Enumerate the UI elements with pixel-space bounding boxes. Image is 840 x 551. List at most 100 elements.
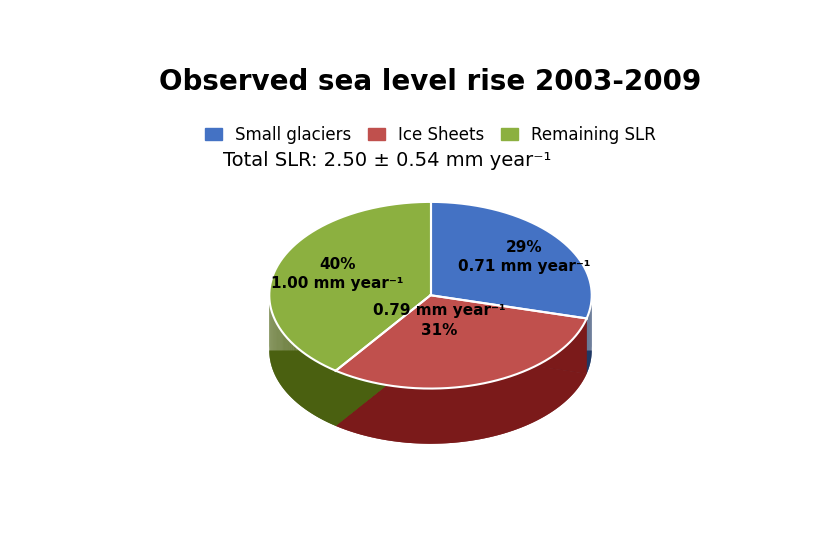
- Polygon shape: [414, 388, 415, 444]
- Polygon shape: [478, 384, 479, 440]
- Polygon shape: [270, 350, 431, 426]
- Polygon shape: [330, 369, 332, 424]
- Polygon shape: [436, 388, 438, 444]
- Polygon shape: [394, 386, 395, 441]
- Polygon shape: [321, 364, 322, 419]
- Polygon shape: [425, 388, 426, 444]
- Polygon shape: [498, 380, 499, 435]
- Polygon shape: [422, 388, 423, 444]
- Polygon shape: [468, 386, 469, 441]
- Polygon shape: [503, 379, 504, 434]
- Polygon shape: [318, 362, 319, 418]
- Polygon shape: [314, 360, 315, 415]
- Polygon shape: [408, 388, 409, 443]
- Polygon shape: [457, 387, 459, 442]
- Polygon shape: [489, 382, 490, 437]
- Polygon shape: [353, 377, 354, 433]
- Polygon shape: [339, 372, 340, 428]
- Polygon shape: [450, 388, 451, 443]
- Polygon shape: [490, 382, 491, 437]
- Polygon shape: [308, 356, 309, 412]
- Polygon shape: [431, 388, 432, 444]
- Polygon shape: [487, 382, 489, 437]
- Polygon shape: [404, 387, 405, 442]
- Polygon shape: [383, 385, 385, 440]
- Polygon shape: [470, 386, 471, 441]
- Polygon shape: [442, 388, 443, 444]
- Polygon shape: [385, 385, 386, 440]
- Polygon shape: [452, 388, 453, 443]
- Polygon shape: [389, 385, 390, 441]
- Polygon shape: [413, 388, 414, 443]
- Polygon shape: [522, 371, 523, 427]
- Polygon shape: [476, 385, 478, 440]
- Polygon shape: [499, 380, 500, 435]
- Polygon shape: [336, 295, 431, 426]
- Polygon shape: [504, 378, 505, 434]
- Polygon shape: [358, 379, 359, 434]
- Polygon shape: [371, 382, 372, 437]
- Polygon shape: [336, 295, 586, 388]
- Polygon shape: [360, 379, 361, 435]
- Polygon shape: [523, 371, 524, 426]
- Polygon shape: [431, 295, 586, 374]
- Polygon shape: [332, 369, 333, 424]
- Polygon shape: [304, 353, 305, 409]
- Polygon shape: [517, 374, 518, 429]
- Polygon shape: [336, 350, 586, 444]
- Polygon shape: [456, 387, 457, 442]
- Polygon shape: [311, 358, 312, 413]
- Polygon shape: [348, 375, 349, 431]
- Polygon shape: [357, 379, 358, 434]
- Polygon shape: [312, 359, 313, 414]
- Polygon shape: [309, 356, 310, 412]
- Polygon shape: [486, 382, 487, 438]
- Polygon shape: [520, 372, 521, 428]
- Polygon shape: [423, 388, 425, 444]
- Polygon shape: [518, 373, 519, 429]
- Polygon shape: [524, 371, 525, 426]
- Polygon shape: [438, 388, 439, 444]
- Polygon shape: [307, 355, 308, 411]
- Polygon shape: [386, 385, 387, 440]
- Polygon shape: [372, 382, 374, 437]
- Polygon shape: [323, 365, 324, 420]
- Polygon shape: [465, 386, 466, 441]
- Polygon shape: [447, 388, 448, 443]
- Polygon shape: [347, 375, 348, 430]
- Polygon shape: [343, 374, 344, 429]
- Text: 40%
1.00 mm year⁻¹: 40% 1.00 mm year⁻¹: [271, 257, 403, 291]
- Polygon shape: [491, 381, 492, 437]
- Polygon shape: [401, 387, 402, 442]
- Text: Total SLR: 2.50 ± 0.54 mm year⁻¹: Total SLR: 2.50 ± 0.54 mm year⁻¹: [223, 151, 551, 170]
- Polygon shape: [433, 388, 434, 444]
- Polygon shape: [407, 387, 408, 443]
- Polygon shape: [471, 385, 473, 441]
- Polygon shape: [469, 386, 470, 441]
- Polygon shape: [365, 381, 367, 436]
- Polygon shape: [435, 388, 436, 444]
- Polygon shape: [521, 372, 522, 428]
- Polygon shape: [483, 383, 484, 439]
- Polygon shape: [508, 377, 509, 432]
- Polygon shape: [375, 383, 376, 439]
- Polygon shape: [474, 385, 475, 440]
- Polygon shape: [451, 388, 452, 443]
- Polygon shape: [370, 382, 371, 437]
- Polygon shape: [453, 387, 454, 443]
- Polygon shape: [493, 381, 495, 436]
- Polygon shape: [324, 365, 325, 421]
- Polygon shape: [341, 373, 342, 428]
- Polygon shape: [403, 387, 404, 442]
- Polygon shape: [410, 388, 411, 443]
- Polygon shape: [473, 385, 474, 440]
- Polygon shape: [359, 379, 360, 434]
- Polygon shape: [412, 388, 413, 443]
- Polygon shape: [492, 381, 493, 436]
- Polygon shape: [496, 380, 497, 436]
- Polygon shape: [525, 370, 526, 426]
- Polygon shape: [380, 383, 381, 439]
- Polygon shape: [461, 387, 462, 442]
- Polygon shape: [428, 388, 429, 444]
- Polygon shape: [326, 366, 328, 422]
